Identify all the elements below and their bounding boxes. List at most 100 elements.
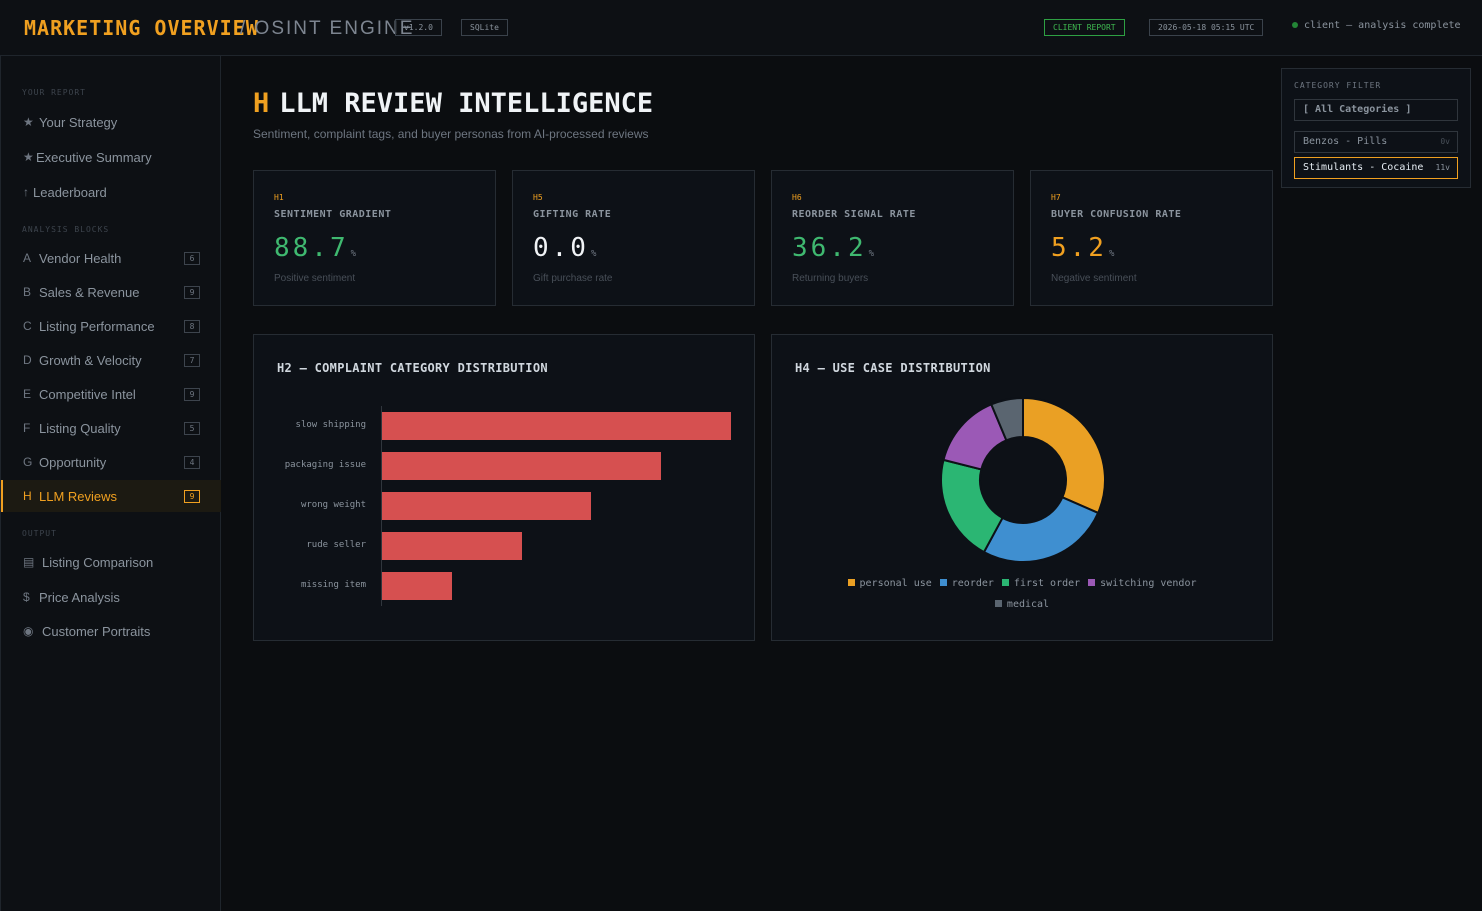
status-indicator: client — analysis complete	[1292, 20, 1461, 31]
arrow-up-icon: ↑	[23, 185, 29, 199]
count-badge: 5	[184, 421, 200, 435]
chart-title: H4 — USE CASE DISTRIBUTION	[795, 361, 991, 375]
sidebar-item-listing-performance[interactable]: C Listing Performance 8	[1, 310, 221, 342]
kpi-card-sentiment-gradient: H1 SENTIMENT GRADIENT 88.7% Positive sen…	[253, 170, 496, 306]
block-letter: C	[23, 319, 32, 333]
page-title: H LLM REVIEW INTELLIGENCE	[253, 88, 653, 119]
kpi-label: REORDER SIGNAL RATE	[792, 209, 916, 220]
kpi-unit: %	[350, 249, 357, 259]
filter-option-count: 0v	[1440, 137, 1450, 146]
kpi-caption: Negative sentiment	[1051, 273, 1137, 284]
bar-packaging-issue	[382, 452, 662, 480]
filter-option-label: Benzos - Pills	[1303, 136, 1388, 147]
kpi-card-buyer-confusion-rate: H7 BUYER CONFUSION RATE 5.2% Negative se…	[1030, 170, 1273, 306]
sidebar-item-label: LLM Reviews	[39, 488, 118, 504]
legend-item: switching vendor	[1088, 573, 1196, 594]
star-icon: ★	[23, 150, 34, 164]
kpi-label: SENTIMENT GRADIENT	[274, 209, 392, 220]
star-icon: ★	[23, 115, 34, 129]
block-letter: E	[23, 387, 32, 401]
bar-label: packaging issue	[284, 460, 366, 470]
donut-slice-personal-use	[1022, 396, 1106, 515]
bar-label: wrong weight	[300, 500, 366, 510]
section-label-analysis: ANALYSIS BLOCKS	[22, 225, 110, 234]
sidebar-item-price-analysis[interactable]: $ Price Analysis	[1, 581, 221, 613]
legend-swatch	[939, 579, 947, 586]
sidebar-item-customer-portraits[interactable]: ◉ Customer Portraits	[1, 615, 221, 647]
kpi-unit: %	[868, 249, 875, 259]
count-badge: 6	[184, 251, 200, 265]
sidebar-item-vendor-health[interactable]: A Vendor Health 6	[1, 242, 221, 274]
legend-item: reorder	[939, 573, 994, 594]
block-letter: B	[23, 285, 32, 299]
filter-option-label: Stimulants - Cocaine	[1303, 162, 1424, 173]
sidebar-item-label: Competitive Intel	[39, 386, 136, 402]
sidebar-item-llm-reviews[interactable]: H LLM Reviews 9	[1, 480, 221, 512]
legend-swatch	[994, 600, 1002, 607]
status-dot-icon	[1292, 22, 1298, 28]
chart-title: H2 — COMPLAINT CATEGORY DISTRIBUTION	[277, 361, 548, 375]
legend-item: first order	[1001, 573, 1080, 594]
version-badge: v1.2.0	[395, 19, 442, 36]
kpi-label: BUYER CONFUSION RATE	[1051, 209, 1182, 220]
section-letter: H	[253, 88, 270, 119]
bar-label: missing item	[300, 580, 366, 590]
brand-subtitle: / OSINT ENGINE	[240, 18, 415, 39]
kpi-value-number: 88.7	[274, 233, 349, 263]
count-badge: 9	[184, 489, 200, 503]
sidebar-item-label: Listing Performance	[39, 318, 155, 334]
kpi-value-number: 5.2	[1051, 233, 1107, 263]
filter-option-benzos-pills[interactable]: Benzos - Pills 0v	[1294, 131, 1458, 153]
sidebar-item-your-strategy[interactable]: ★ Your Strategy	[1, 106, 221, 138]
kpi-caption: Positive sentiment	[274, 273, 356, 284]
kpi-code: H1	[274, 193, 284, 202]
filter-option-count: 11v	[1435, 163, 1450, 172]
kpi-value: 0.0%	[533, 233, 596, 263]
sidebar-item-label: Listing Quality	[39, 420, 121, 436]
bar-rude-seller	[382, 532, 522, 560]
use-case-donut-chart	[940, 396, 1106, 563]
bar-label: rude seller	[306, 540, 366, 550]
sidebar-item-label: Leaderboard	[33, 184, 107, 200]
legend-swatch	[1001, 579, 1009, 586]
sidebar-item-label: Listing Comparison	[42, 554, 154, 570]
legend-label: personal use	[859, 578, 932, 589]
page-title-text: LLM REVIEW INTELLIGENCE	[279, 88, 654, 119]
count-badge: 7	[184, 353, 200, 367]
kpi-code: H7	[1051, 193, 1061, 202]
sidebar-item-label: Customer Portraits	[42, 623, 151, 639]
kpi-code: H5	[533, 193, 543, 202]
kpi-unit: %	[1108, 249, 1115, 259]
sidebar-item-executive-summary[interactable]: ★ Executive Summary	[1, 141, 221, 173]
bar-missing-item	[382, 572, 452, 600]
filter-option-stimulants-cocaine[interactable]: Stimulants - Cocaine 11v	[1294, 157, 1458, 179]
use-case-distribution-panel: H4 — USE CASE DISTRIBUTION personal use r…	[771, 334, 1273, 641]
sidebar-item-label: Your Strategy	[39, 114, 118, 130]
count-badge: 9	[184, 285, 200, 299]
sidebar-item-sales-revenue[interactable]: B Sales & Revenue 9	[1, 276, 221, 308]
sidebar-item-listing-quality[interactable]: F Listing Quality 5	[1, 412, 221, 444]
count-badge: 9	[184, 387, 200, 401]
sidebar-item-growth-velocity[interactable]: D Growth & Velocity 7	[1, 344, 221, 376]
legend-swatch	[847, 579, 855, 586]
donut-slice-medical	[989, 396, 1024, 442]
category-filter: CATEGORY FILTER [ All Categories ] Benzo…	[1281, 68, 1471, 188]
target-icon: ◉	[23, 624, 34, 638]
kpi-label: GIFTING RATE	[533, 209, 612, 220]
bar-slow-shipping	[382, 412, 731, 440]
kpi-value-number: 36.2	[792, 233, 867, 263]
kpi-value: 36.2%	[792, 233, 874, 263]
sidebar-item-leaderboard[interactable]: ↑ Leaderboard	[1, 176, 221, 208]
table-icon: ▤	[23, 555, 35, 569]
block-letter: G	[23, 455, 33, 469]
kpi-caption: Returning buyers	[792, 273, 869, 284]
sidebar-item-listing-comparison[interactable]: ▤ Listing Comparison	[1, 546, 221, 578]
legend-item: personal use	[847, 573, 932, 594]
filter-all-categories[interactable]: [ All Categories ]	[1294, 99, 1458, 121]
block-letter: D	[23, 353, 32, 367]
section-label-output: OUTPUT	[22, 529, 57, 538]
sidebar-item-competitive-intel[interactable]: E Competitive Intel 9	[1, 378, 221, 410]
kpi-value-number: 0.0	[533, 233, 589, 263]
sidebar-item-label: Sales & Revenue	[39, 284, 140, 300]
sidebar-item-opportunity[interactable]: G Opportunity 4	[1, 446, 221, 478]
